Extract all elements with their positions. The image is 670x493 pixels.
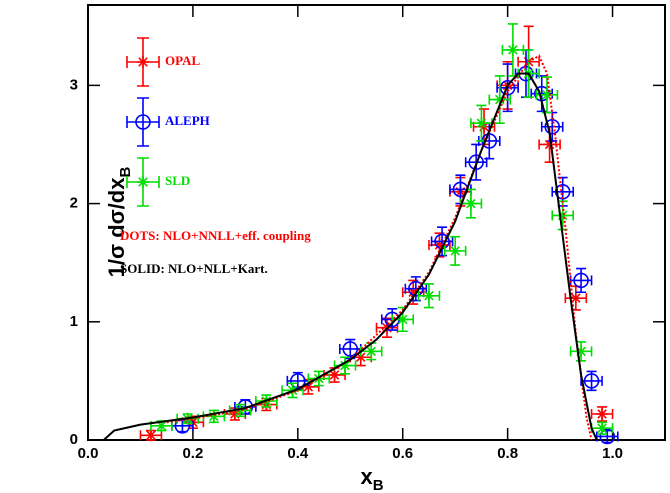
- marker-asterisk: [234, 404, 247, 417]
- marker-circle: [499, 79, 516, 96]
- marker-circle: [237, 399, 254, 415]
- marker-circle: [408, 280, 424, 297]
- legend-marker: [137, 176, 149, 188]
- x-tick-label: 0.0: [78, 445, 99, 462]
- marker-circle: [544, 118, 561, 135]
- marker-asterisk: [354, 351, 367, 364]
- marker-asterisk: [475, 117, 488, 130]
- y-label-sub: B: [117, 167, 134, 178]
- legend-error-bar: [126, 97, 160, 147]
- marker-asterisk: [433, 238, 446, 251]
- marker-asterisk: [449, 244, 462, 257]
- marker-asterisk: [144, 429, 157, 442]
- marker-asterisk: [596, 422, 609, 435]
- legend-label: SLD: [165, 173, 190, 188]
- marker-asterisk: [464, 197, 477, 210]
- marker-asterisk: [493, 93, 506, 106]
- y-tick-label: 3: [70, 76, 78, 93]
- marker-circle: [468, 154, 484, 171]
- curve: [166, 54, 593, 441]
- y-tick-label: 2: [70, 195, 78, 212]
- x-axis-label: xB: [360, 464, 383, 493]
- legend-marker: [135, 114, 151, 130]
- marker-asterisk: [312, 372, 325, 385]
- marker-asterisk: [328, 368, 341, 381]
- legend-label: OPAL: [165, 53, 200, 68]
- marker-circle: [342, 341, 359, 357]
- y-tick-label: 1: [70, 313, 78, 330]
- x-tick-label: 1.0: [602, 445, 623, 462]
- legend-label: ALEPH: [165, 113, 210, 128]
- series-1: [171, 49, 619, 445]
- curve: [103, 72, 598, 441]
- legend-label: SOLID: NLO+NLL+Kart.: [120, 261, 268, 276]
- marker-asterisk: [155, 419, 168, 432]
- marker-asterisk: [596, 407, 609, 420]
- x-tick-label: 0.2: [182, 445, 203, 462]
- marker-asterisk: [575, 345, 588, 358]
- marker-asterisk: [365, 345, 378, 358]
- marker-asterisk: [506, 43, 519, 56]
- marker-asterisk: [422, 289, 435, 302]
- x-tick-label: 0.6: [392, 445, 413, 462]
- marker-asterisk: [228, 407, 241, 420]
- marker-circle: [573, 272, 589, 289]
- marker-asterisk: [540, 88, 553, 101]
- x-tick-label: 0.4: [287, 445, 309, 462]
- marker-circle: [599, 428, 616, 445]
- y-tick-label: 0: [70, 431, 78, 448]
- y-label-main: 1/σ dσ/dx: [104, 177, 129, 278]
- marker-asterisk: [556, 209, 569, 222]
- legend-marker: [137, 56, 149, 68]
- x-tick-label: 0.8: [497, 445, 518, 462]
- marker-asterisk: [407, 286, 420, 299]
- x-label-sub: B: [373, 477, 384, 493]
- marker-asterisk: [543, 138, 556, 151]
- marker-circle: [290, 373, 306, 389]
- x-label-main: x: [360, 464, 373, 489]
- legend-label: DOTS: NLO+NNLL+eff. coupling: [120, 228, 311, 243]
- marker-asterisk: [569, 292, 582, 305]
- marker-asterisk: [207, 410, 220, 423]
- marker-asterisk: [302, 380, 315, 393]
- marker-circle: [583, 373, 600, 389]
- marker-asterisk: [396, 313, 409, 326]
- marker-asterisk: [339, 359, 352, 372]
- plot-frame: [87, 4, 666, 441]
- y-axis-label: 1/σ dσ/dxB: [104, 167, 135, 278]
